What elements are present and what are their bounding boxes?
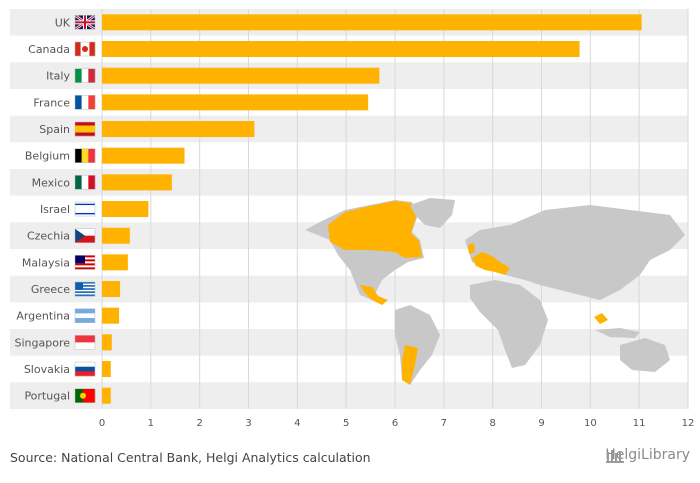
bar (102, 387, 111, 404)
x-tick-label: 7 (441, 418, 447, 429)
bar (102, 41, 580, 58)
bar-chart: UK Canada Italy France Spain Belgium Mexico Isr… (10, 9, 695, 429)
x-tick-label: 11 (633, 418, 646, 429)
x-tick-label: 8 (489, 418, 495, 429)
bar (102, 361, 111, 378)
bar (102, 147, 185, 164)
map-mexico (360, 285, 388, 305)
category-label: Belgium (25, 150, 70, 163)
category-label: Israel (40, 203, 70, 216)
category-label: Italy (46, 70, 70, 83)
library-icon (606, 450, 625, 463)
row-band (10, 382, 688, 410)
map-indonesia (595, 328, 640, 338)
category-label: UK (55, 16, 71, 29)
flag-icon (74, 228, 96, 243)
flag-icon (74, 201, 96, 217)
x-tick-label: 0 (99, 418, 105, 429)
flag-icon (74, 388, 96, 403)
flag-icon (74, 14, 96, 31)
map-malaysia (594, 313, 608, 324)
flag-icon (74, 361, 96, 377)
bar (102, 201, 149, 218)
map-canada (328, 201, 422, 258)
flag-icon (74, 175, 96, 190)
map-south-america (395, 305, 440, 385)
flag-icon (74, 255, 96, 270)
category-label: Slovakia (24, 363, 70, 376)
category-label: Czechia (27, 230, 70, 243)
bar (102, 334, 112, 351)
source-note: Source: National Central Bank, Helgi Ana… (10, 450, 371, 465)
x-tick-label: 4 (294, 418, 300, 429)
x-tick-label: 10 (584, 418, 597, 429)
flag-icon (74, 308, 96, 323)
category-label: Spain (39, 123, 70, 136)
map-australia (620, 338, 670, 372)
map-argentina (402, 345, 418, 385)
x-tick-label: 5 (343, 418, 349, 429)
x-tick-label: 3 (245, 418, 251, 429)
x-tick-label: 9 (538, 418, 544, 429)
category-label: Mexico (32, 176, 71, 189)
bar (102, 67, 380, 84)
bar (102, 14, 642, 31)
bar (102, 227, 130, 244)
x-tick-label: 6 (392, 418, 398, 429)
x-tick-label: 1 (148, 418, 154, 429)
map-europe-asia (465, 205, 685, 300)
map-africa (470, 280, 548, 368)
bar (102, 307, 120, 324)
flag-icon (74, 281, 96, 297)
flag-icon (74, 68, 96, 83)
flag-icon (74, 95, 96, 110)
flag-icon (74, 148, 96, 163)
bar (102, 254, 128, 271)
map-uk (468, 243, 475, 254)
world-map (305, 198, 685, 385)
bar (102, 94, 369, 111)
category-label: Greece (31, 283, 70, 296)
map-greenland (410, 198, 455, 228)
bar (102, 174, 172, 191)
bar (102, 121, 255, 138)
flag-icon (74, 335, 96, 350)
x-tick-label: 12 (682, 418, 695, 429)
category-label: Canada (28, 43, 70, 56)
x-tick-label: 2 (196, 418, 202, 429)
flag-icon (74, 41, 96, 57)
brand-logo: HelgiLibrary (605, 447, 690, 463)
category-label: Portugal (24, 390, 70, 403)
map-europe-highlight (472, 252, 510, 275)
brand-name: HelgiLibrary (605, 447, 690, 463)
category-label: Singapore (15, 336, 71, 349)
category-label: France (33, 96, 70, 109)
category-label: Argentina (16, 310, 70, 323)
row-band (10, 329, 688, 356)
bar (102, 281, 121, 298)
category-label: Malaysia (22, 256, 70, 269)
flag-icon (74, 121, 96, 137)
